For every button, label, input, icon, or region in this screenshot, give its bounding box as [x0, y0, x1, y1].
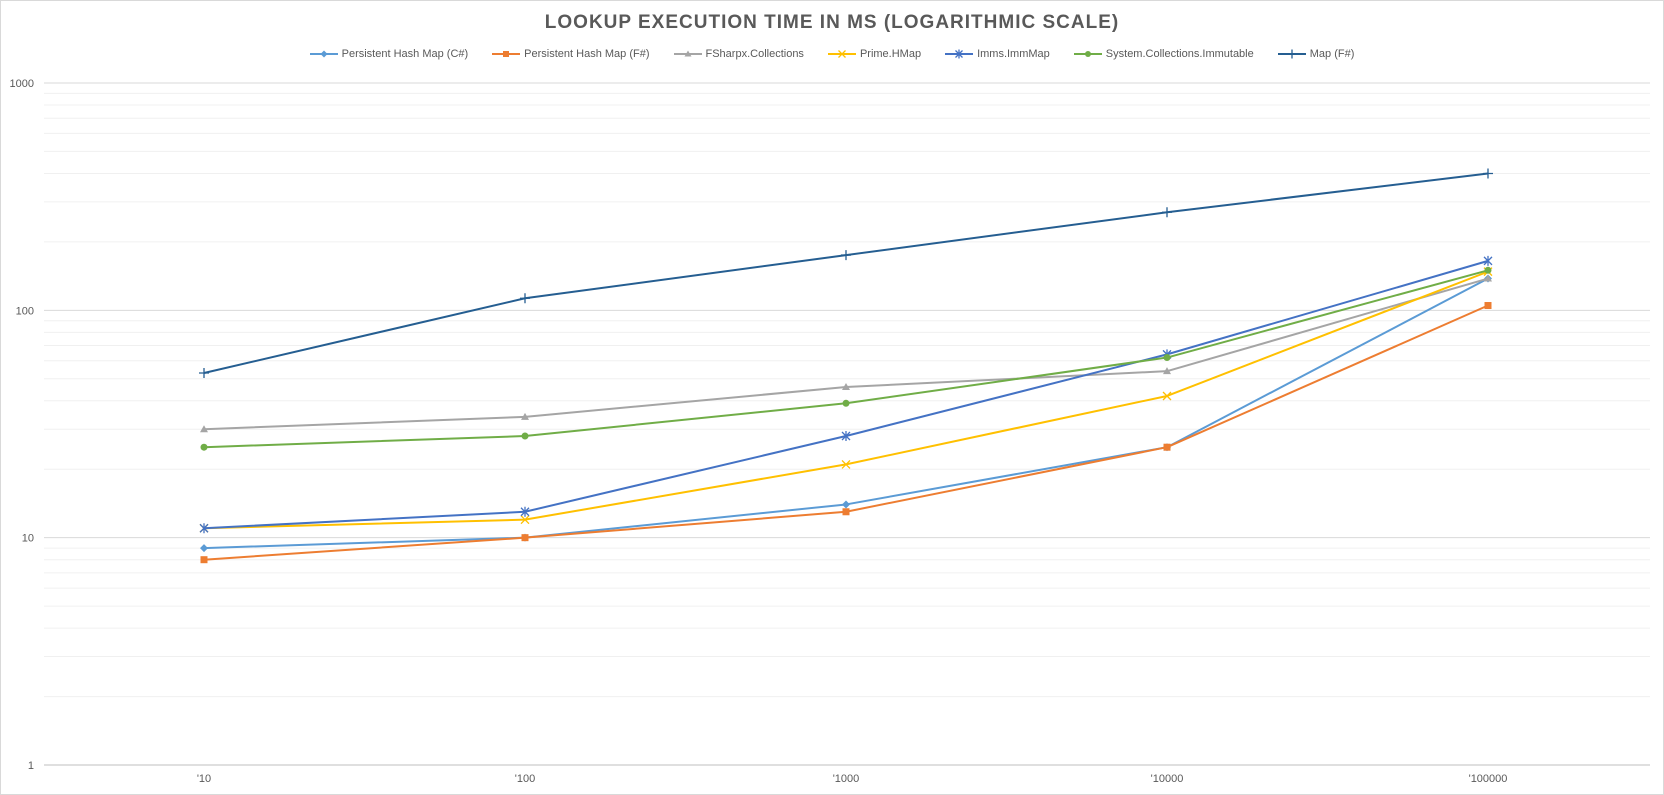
- legend-label: Persistent Hash Map (F#): [524, 48, 650, 60]
- point-marker: [503, 51, 510, 57]
- legend-item: System.Collections.Immutable: [1073, 48, 1254, 60]
- legend-swatch: [945, 49, 974, 59]
- legend-swatch: [492, 51, 521, 57]
- point-marker: [520, 293, 530, 304]
- point-marker: [521, 432, 529, 440]
- series-line: [203, 172, 1489, 374]
- legend-label: System.Collections.Immutable: [1105, 48, 1254, 60]
- series-line: [203, 269, 1489, 449]
- legend-item: Prime.HMap: [827, 48, 922, 60]
- series-1: [200, 302, 1492, 564]
- point-marker: [200, 556, 208, 564]
- point-marker: [1163, 367, 1171, 375]
- legend: Persistent Hash Map (C#) Persistent Hash …: [0, 48, 1664, 60]
- point-marker: [520, 515, 530, 525]
- legend-swatch: [673, 50, 702, 57]
- point-marker: [1483, 255, 1493, 266]
- legend-item: Persistent Hash Map (F#): [492, 48, 650, 60]
- point-marker: [841, 459, 851, 469]
- point-marker: [955, 49, 964, 59]
- point-marker: [1484, 266, 1492, 274]
- x-tick-label: '1000: [833, 773, 860, 785]
- point-marker: [837, 50, 846, 58]
- point-marker: [841, 431, 851, 442]
- series-2: [200, 274, 1492, 433]
- legend-label: Persistent Hash Map (C#): [341, 48, 469, 60]
- y-tick-label: 1: [28, 760, 34, 772]
- x-tick-label: '10000: [1151, 773, 1184, 785]
- point-marker: [841, 250, 851, 261]
- series-6: [199, 168, 1493, 379]
- legend-label: FSharpx.Collections: [705, 48, 804, 60]
- point-marker: [1287, 49, 1297, 59]
- legend-label: Map (F#): [1309, 48, 1355, 60]
- point-marker: [200, 443, 208, 451]
- point-marker: [842, 500, 850, 509]
- y-tick-label: 1000: [10, 78, 34, 90]
- point-marker: [842, 382, 850, 390]
- point-marker: [1084, 51, 1091, 57]
- legend-item: FSharpx.Collections: [673, 48, 804, 60]
- chart-title: LOOKUP EXECUTION TIME IN MS (LOGARITHMIC…: [544, 12, 1120, 33]
- point-marker: [1163, 443, 1171, 451]
- legend-item: Imms.ImmMap: [945, 48, 1050, 60]
- point-marker: [521, 412, 529, 420]
- legend-label: Imms.ImmMap: [977, 48, 1050, 60]
- point-marker: [521, 534, 529, 542]
- x-tick-label: '10: [197, 773, 211, 785]
- point-marker: [842, 508, 850, 516]
- point-marker: [1162, 207, 1172, 218]
- point-marker: [842, 399, 850, 407]
- legend-item: Persistent Hash Map (C#): [309, 48, 469, 60]
- legend-swatch: [309, 50, 338, 58]
- y-tick-label: 100: [16, 305, 34, 317]
- point-marker: [1484, 302, 1492, 310]
- x-tick-label: '100000: [1469, 773, 1508, 785]
- legend-item: Map (F#): [1277, 48, 1355, 60]
- point-marker: [199, 368, 209, 379]
- legend-label: Prime.HMap: [859, 48, 922, 60]
- legend-swatch: [1073, 51, 1102, 57]
- point-marker: [1162, 391, 1172, 401]
- point-marker: [200, 425, 208, 433]
- point-marker: [200, 544, 208, 553]
- point-marker: [320, 50, 328, 58]
- point-marker: [520, 506, 530, 517]
- series-5: [200, 266, 1492, 451]
- series-line: [203, 259, 1489, 530]
- legend-swatch: [1277, 49, 1306, 59]
- point-marker: [199, 523, 209, 534]
- point-marker: [1483, 168, 1493, 179]
- point-marker: [684, 50, 691, 57]
- y-tick-label: 10: [22, 533, 34, 545]
- x-tick-label: '100: [515, 773, 535, 785]
- series-4: [199, 255, 1493, 534]
- point-marker: [1163, 354, 1171, 362]
- point-marker: [1484, 274, 1492, 282]
- legend-swatch: [827, 50, 856, 58]
